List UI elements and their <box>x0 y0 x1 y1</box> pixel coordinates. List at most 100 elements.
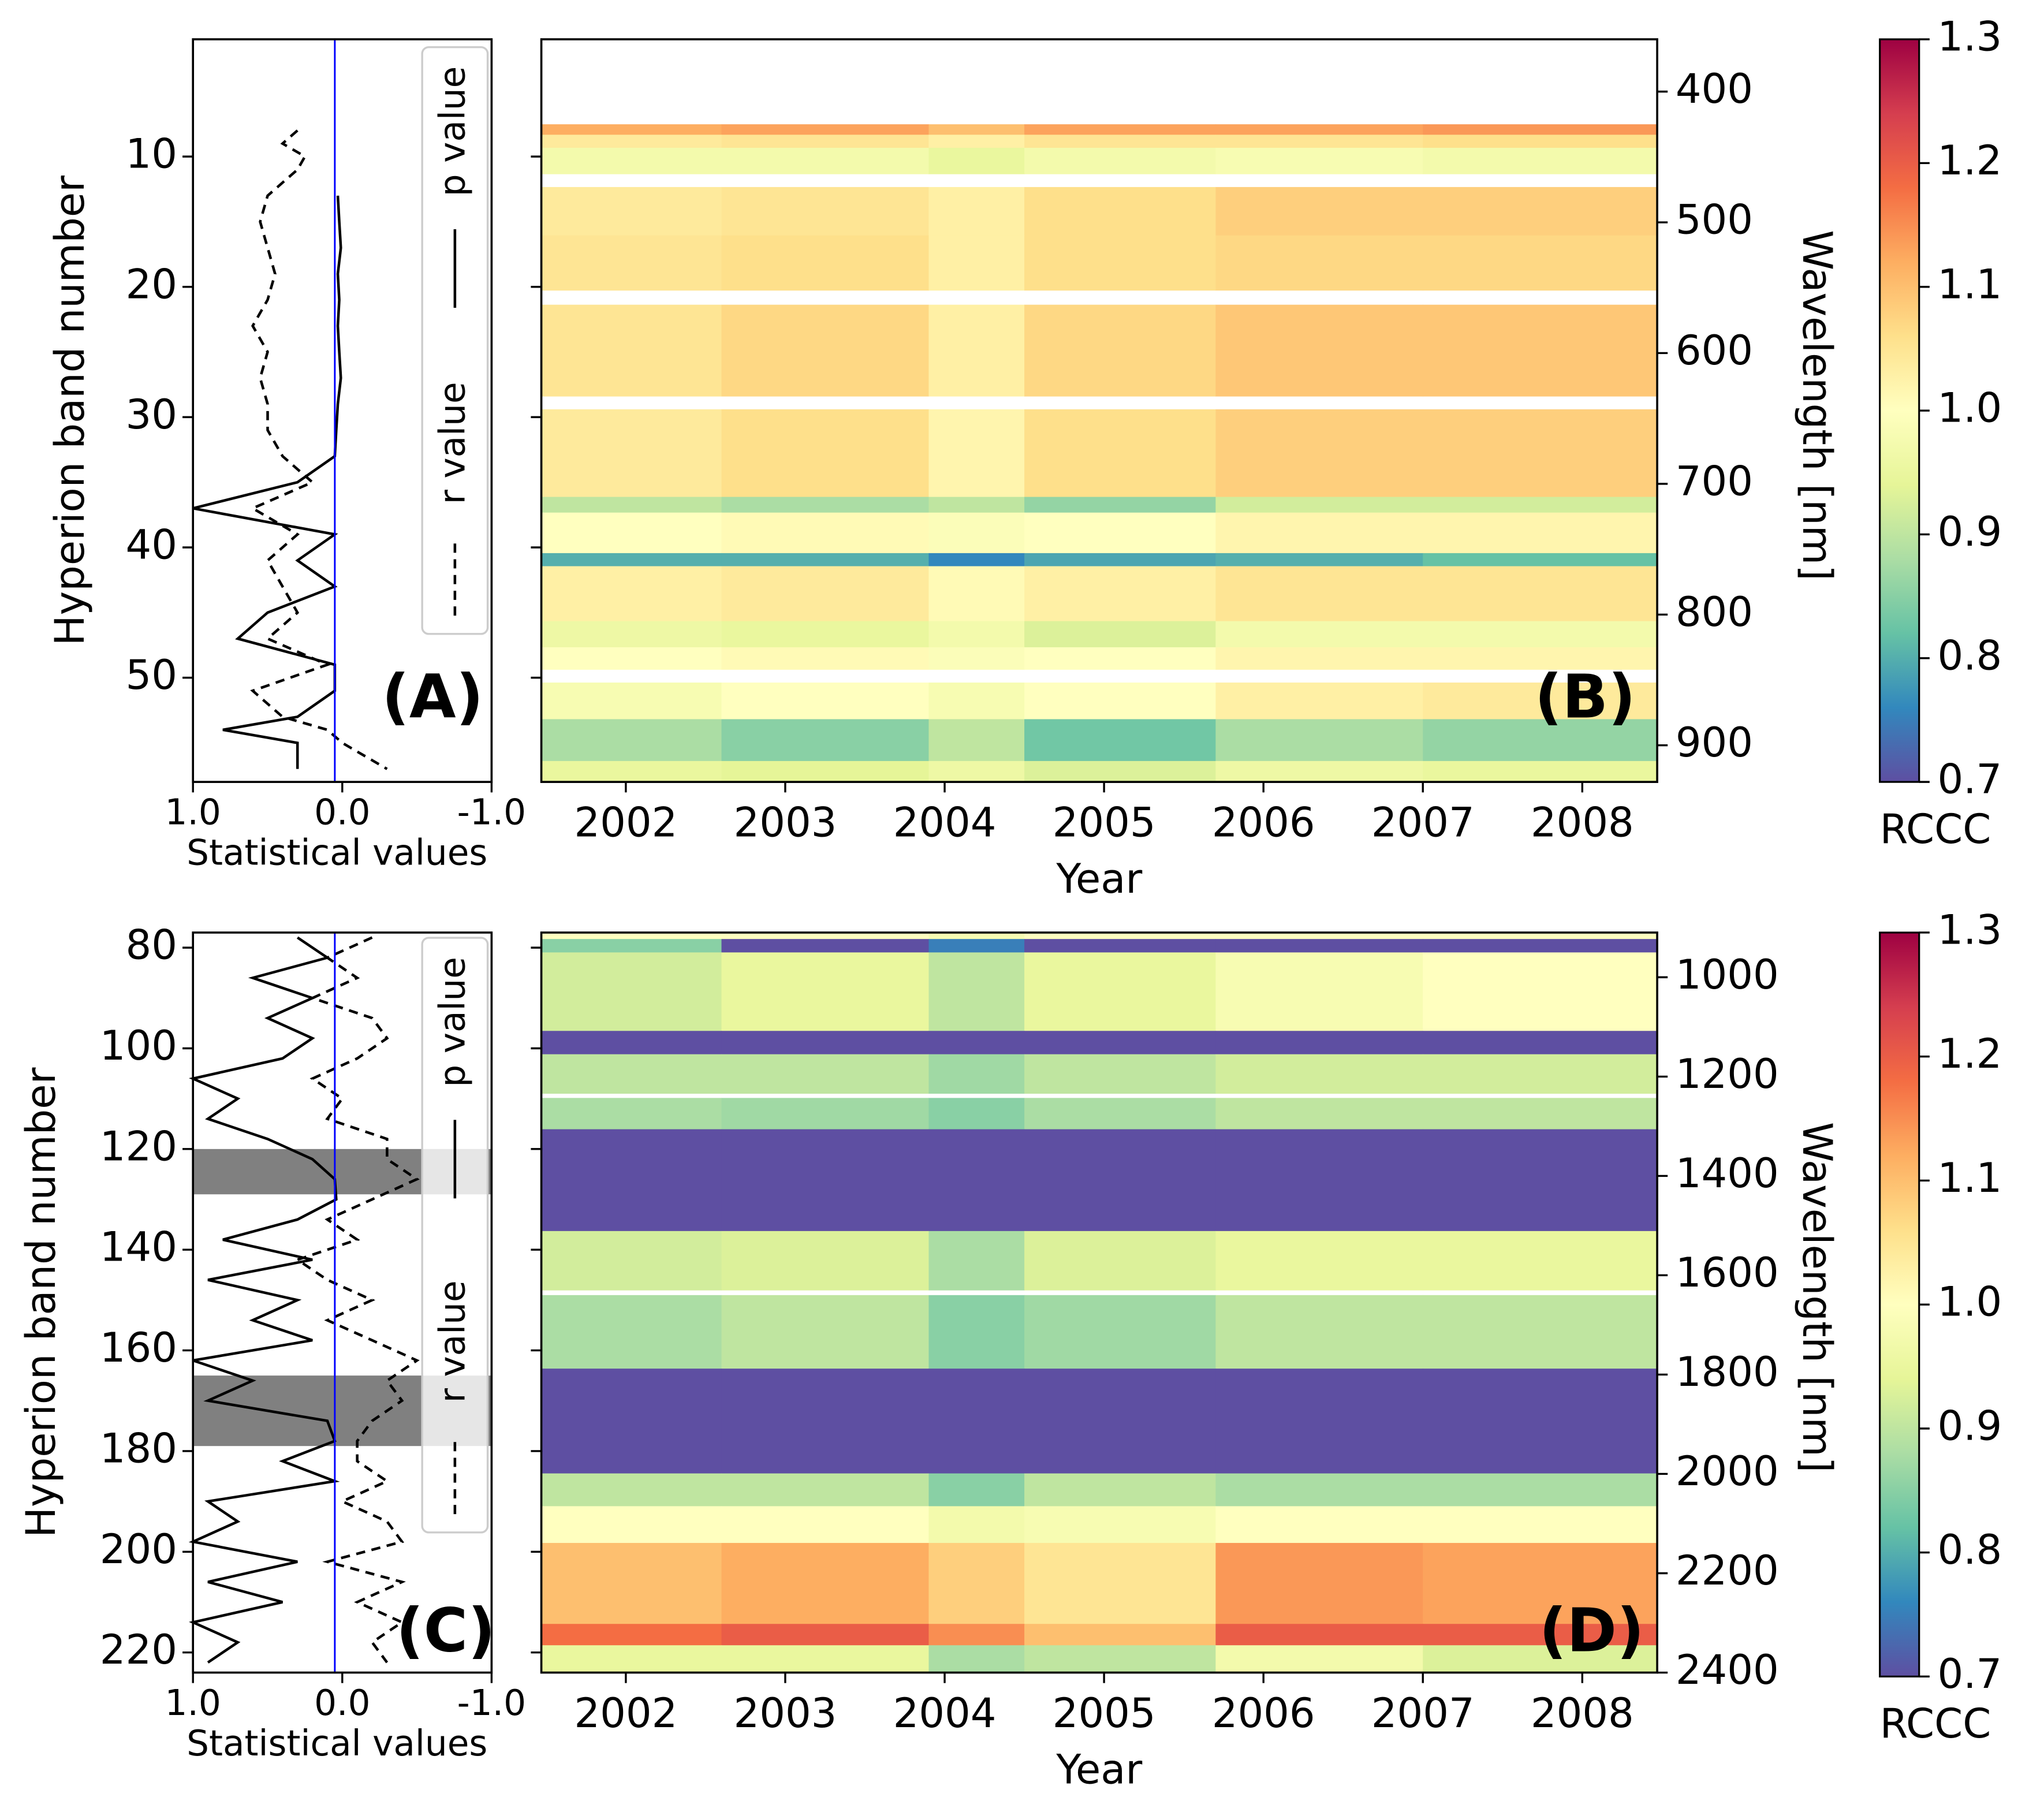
colorbar-tick-label: 0.9 <box>1937 508 2002 555</box>
heatmap-cell <box>928 1231 1025 1291</box>
heatmap-cell <box>928 497 1025 513</box>
heatmap-cell <box>1423 939 1658 953</box>
heatmap-cell <box>1423 566 1658 622</box>
series-line <box>249 129 388 770</box>
heatmap-cell <box>928 512 1025 554</box>
heatmap-cell <box>1215 304 1423 397</box>
y-tick-label: 10 <box>126 131 177 178</box>
y-tick-label: 2200 <box>1676 1547 1779 1594</box>
heatmap-cell <box>541 1231 722 1291</box>
heatmap-cell <box>928 760 1025 782</box>
colorbar-tick-label: 1.2 <box>1937 137 2002 184</box>
y-tick-label: 1400 <box>1676 1150 1779 1197</box>
heatmap-cell <box>1423 1645 1658 1673</box>
heatmap-cell <box>541 1645 722 1673</box>
heatmap-cell <box>1423 147 1658 174</box>
heatmap-cell <box>1024 1624 1217 1646</box>
heatmap-cell <box>541 1031 722 1055</box>
heatmap-cell <box>1423 1473 1658 1507</box>
panel-annotation: (B) <box>1535 661 1636 732</box>
heatmap-cell <box>1024 135 1217 148</box>
heatmap-cell <box>1024 512 1217 554</box>
heatmap-cell <box>721 1031 930 1055</box>
heatmap-cell <box>928 1645 1025 1673</box>
heatmap-cell <box>541 304 722 397</box>
heatmap-cell <box>541 719 722 762</box>
heatmap-cell <box>721 1624 930 1646</box>
heatmap-cell <box>1024 647 1217 670</box>
heatmap-cell <box>1215 1129 1423 1232</box>
heatmap-cell <box>1215 683 1423 719</box>
heatmap-cell <box>928 187 1025 236</box>
heatmap-cell <box>1024 621 1217 648</box>
y-tick-label: 1200 <box>1676 1050 1779 1098</box>
heatmap-cell <box>1024 147 1217 174</box>
heatmap-cell <box>1215 1506 1423 1544</box>
colorbar <box>1879 931 1920 1677</box>
heatmap-cell <box>1215 1473 1423 1507</box>
x-tick-label: 2008 <box>1531 799 1634 846</box>
y-tick-label: 30 <box>126 391 177 438</box>
heatmap-cell <box>541 1295 722 1369</box>
colorbar-tick-label: 0.7 <box>1937 756 2002 803</box>
colorbar-tick-label: 0.8 <box>1937 1526 2002 1574</box>
heatmap-cell <box>721 621 930 648</box>
y-tick-label: 2000 <box>1676 1448 1779 1495</box>
y-tick-label: 500 <box>1676 196 1753 244</box>
heatmap-cell <box>1215 135 1423 148</box>
heatmap-cell <box>928 135 1025 148</box>
y-tick-label: 1600 <box>1676 1249 1779 1296</box>
heatmap-cell <box>1024 1543 1217 1624</box>
colorbar-tick-label: 1.1 <box>1937 260 2002 308</box>
heatmap-cell <box>1024 952 1217 1031</box>
x-tick-label: 2002 <box>574 799 677 846</box>
heatmap-cell <box>1215 1098 1423 1130</box>
heatmap-cell <box>541 621 722 648</box>
heatmap-cell <box>928 939 1025 953</box>
heatmap-cell <box>1423 1369 1658 1474</box>
heatmap-cell <box>1423 1031 1658 1055</box>
heatmap-cell <box>1423 952 1658 1031</box>
heatmap-cell <box>1215 932 1423 939</box>
colorbar-tick-label: 0.9 <box>1937 1402 2002 1449</box>
axes-frame <box>540 38 1658 783</box>
heatmap-cell <box>721 235 930 291</box>
heatmap-cell <box>928 553 1025 566</box>
heatmap-cell <box>928 566 1025 622</box>
heatmap-cell <box>721 147 930 174</box>
heatmap-cell <box>1423 1129 1658 1232</box>
heatmap-cell <box>1215 1054 1423 1094</box>
heatmap-cell <box>1423 1506 1658 1544</box>
heatmap-cell <box>928 1473 1025 1507</box>
heatmap-cell <box>541 553 722 566</box>
heatmap-cell <box>541 1543 722 1624</box>
heatmap-cell <box>1423 304 1658 397</box>
heatmap-cell <box>1423 647 1658 670</box>
axes-frame <box>540 931 1658 1674</box>
y-tick-label: 20 <box>126 260 177 308</box>
x-axis-label: Statistical values <box>187 833 487 874</box>
heatmap-cell <box>1215 1645 1423 1673</box>
heatmap-cell <box>1215 497 1423 513</box>
heatmap-cell <box>928 932 1025 939</box>
heatmap-cell <box>1024 683 1217 719</box>
heatmap-cell <box>1215 187 1423 236</box>
panel-annotation: (C) <box>396 1595 495 1666</box>
colorbar-tick-label: 1.0 <box>1937 385 2002 432</box>
colorbar-tick-label: 1.3 <box>1937 13 2002 61</box>
heatmap-cell <box>1215 647 1423 670</box>
heatmap-cell <box>1024 1473 1217 1507</box>
heatmap-cell <box>928 952 1025 1031</box>
heatmap-cell <box>721 1543 930 1624</box>
heatmap-cell <box>1423 621 1658 648</box>
heatmap-cell <box>1024 553 1217 566</box>
y-axis-label: Wavelength [nm] <box>1793 1122 1841 1472</box>
heatmap-cell <box>721 647 930 670</box>
heatmap-cell <box>928 621 1025 648</box>
x-tick-label: 2004 <box>893 1690 997 1737</box>
y-tick-label: 220 <box>100 1626 177 1673</box>
heatmap-cell <box>1024 719 1217 762</box>
heatmap-cell <box>1423 683 1658 719</box>
heatmap-cell <box>1024 932 1217 939</box>
